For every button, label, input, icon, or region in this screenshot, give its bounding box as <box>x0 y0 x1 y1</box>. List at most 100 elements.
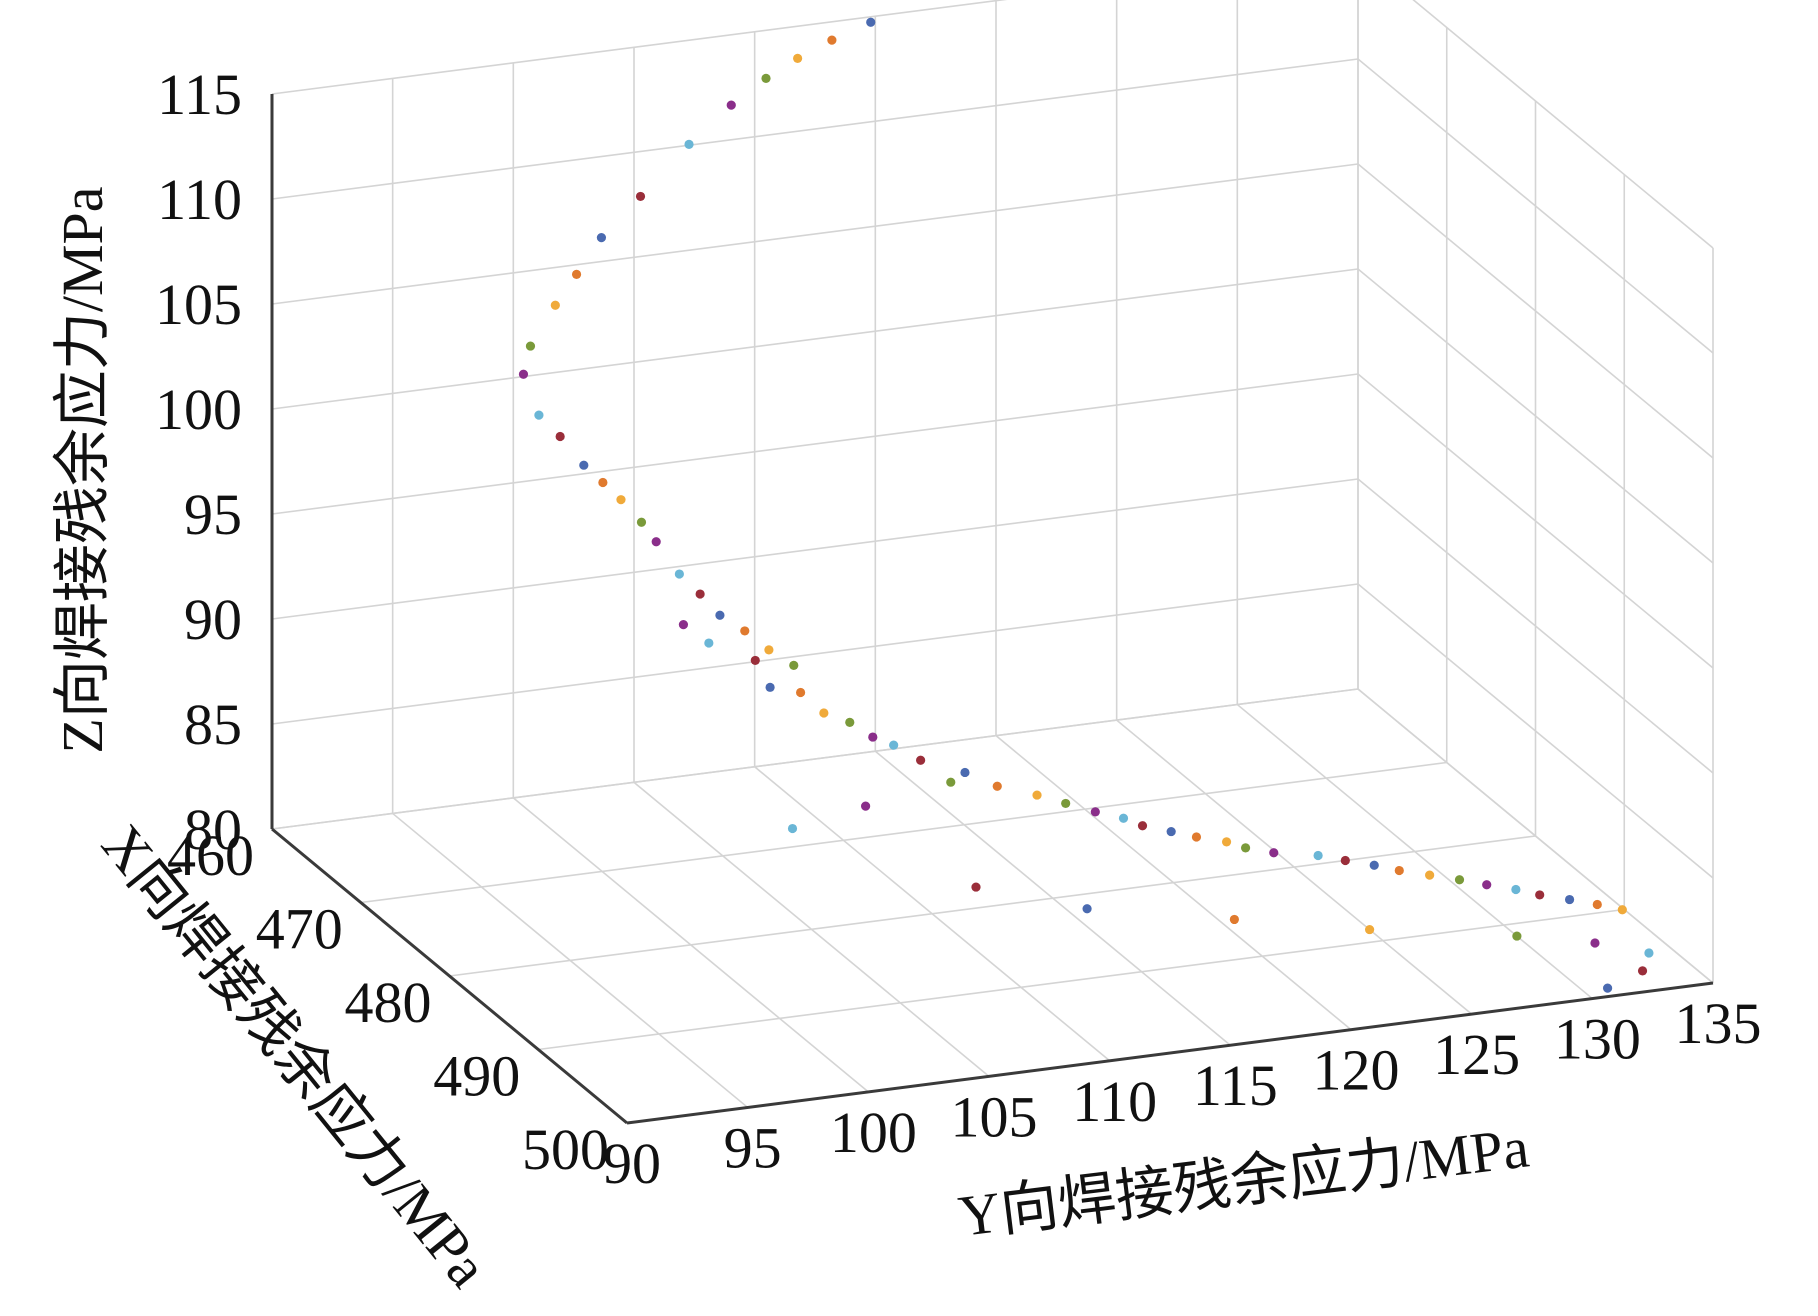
y-tick-label: 135 <box>1675 991 1762 1056</box>
data-point <box>1118 813 1129 823</box>
grid-line <box>271 0 1008 95</box>
data-point <box>1564 894 1575 905</box>
x-axis-line <box>271 827 628 1125</box>
data-point <box>525 341 536 351</box>
x-tick-label: 490 <box>433 1044 520 1109</box>
data-point <box>1369 860 1379 870</box>
data-point <box>571 269 582 279</box>
data-point <box>598 477 608 488</box>
data-point <box>1166 826 1176 837</box>
grid-line <box>271 58 1359 200</box>
z-tick-label: 80 <box>184 797 242 862</box>
data-point <box>827 35 837 45</box>
data-point <box>1221 837 1232 847</box>
data-point <box>1191 832 1202 842</box>
y-tick-label: 90 <box>603 1131 661 1196</box>
data-point <box>1425 870 1435 880</box>
z-tick-label: 115 <box>157 62 242 127</box>
data-point <box>616 495 626 505</box>
grid-layer <box>271 0 1714 1124</box>
grid-line <box>271 373 1359 515</box>
data-point <box>789 660 799 670</box>
data-point <box>726 100 736 110</box>
data-point <box>795 687 806 698</box>
x-tick-label: 470 <box>256 897 343 962</box>
data-point <box>674 569 684 579</box>
data-point <box>868 732 878 742</box>
grid-line <box>271 163 1359 305</box>
y-tick-label: 120 <box>1313 1038 1400 1103</box>
grid-line <box>1412 0 1714 249</box>
data-point <box>678 620 689 630</box>
data-point <box>1061 798 1071 809</box>
data-point <box>684 139 694 149</box>
data-point <box>845 717 855 727</box>
data-point <box>555 431 565 442</box>
data-point <box>636 517 647 527</box>
y-tick-label: 110 <box>1072 1069 1157 1134</box>
data-point <box>764 645 774 655</box>
data-point <box>1082 904 1092 914</box>
data-point <box>695 589 705 599</box>
z-axis-title: Z向焊接残余应力/MPa <box>50 186 115 753</box>
data-point <box>793 53 803 63</box>
x-tick-label: 500 <box>522 1117 609 1182</box>
data-point <box>1240 843 1251 853</box>
grid-line <box>271 268 1359 410</box>
grid-line <box>1357 373 1714 669</box>
data-point <box>1340 855 1350 866</box>
grid-line <box>449 835 1536 977</box>
grid-line <box>538 908 1625 1051</box>
data-point <box>946 777 956 787</box>
y-axis-line <box>626 981 1714 1125</box>
data-point <box>1617 905 1627 915</box>
data-point <box>861 801 871 811</box>
data-point <box>787 823 798 834</box>
data-point <box>550 300 560 310</box>
data-point <box>765 682 775 692</box>
data-point <box>596 232 607 243</box>
z-tick-label: 95 <box>184 482 242 547</box>
data-point <box>1512 931 1522 941</box>
grid-line <box>1357 268 1714 564</box>
x-tick-label: 480 <box>345 970 432 1035</box>
data-point <box>1590 938 1600 948</box>
grid-line <box>1357 163 1714 459</box>
grid-line <box>360 761 1447 904</box>
axis-layer <box>270 94 1714 1125</box>
grid-line <box>271 583 1359 725</box>
data-point <box>704 638 714 648</box>
data-point <box>518 369 529 379</box>
data-point <box>579 460 589 470</box>
data-point <box>1637 966 1648 976</box>
z-tick-label: 100 <box>155 377 242 442</box>
grid-line <box>1357 478 1714 774</box>
x-tick-label: 460 <box>167 823 254 888</box>
y-tick-label: 125 <box>1433 1022 1520 1087</box>
data-point <box>740 626 750 636</box>
data-point <box>715 610 725 620</box>
data-point <box>1032 790 1042 800</box>
data-point <box>866 17 876 27</box>
data-point <box>1592 899 1602 910</box>
data-point <box>1511 884 1521 895</box>
data-point <box>1644 948 1654 958</box>
y-tick-label: 95 <box>724 1115 782 1180</box>
data-point <box>1454 875 1465 885</box>
grid-line <box>271 688 1359 830</box>
data-point <box>1137 821 1148 831</box>
data-point <box>1090 807 1100 817</box>
y-tick-label: 100 <box>830 1100 917 1165</box>
data-points <box>518 17 1654 993</box>
grid-line <box>1357 58 1714 354</box>
data-point <box>1394 865 1404 876</box>
y-tick-label: 115 <box>1193 1053 1278 1118</box>
data-point <box>889 740 899 750</box>
data-point <box>971 882 981 892</box>
data-point <box>1313 850 1323 861</box>
data-point <box>534 410 544 420</box>
z-tick-label: 110 <box>157 167 242 232</box>
y-tick-label: 105 <box>951 1084 1038 1149</box>
